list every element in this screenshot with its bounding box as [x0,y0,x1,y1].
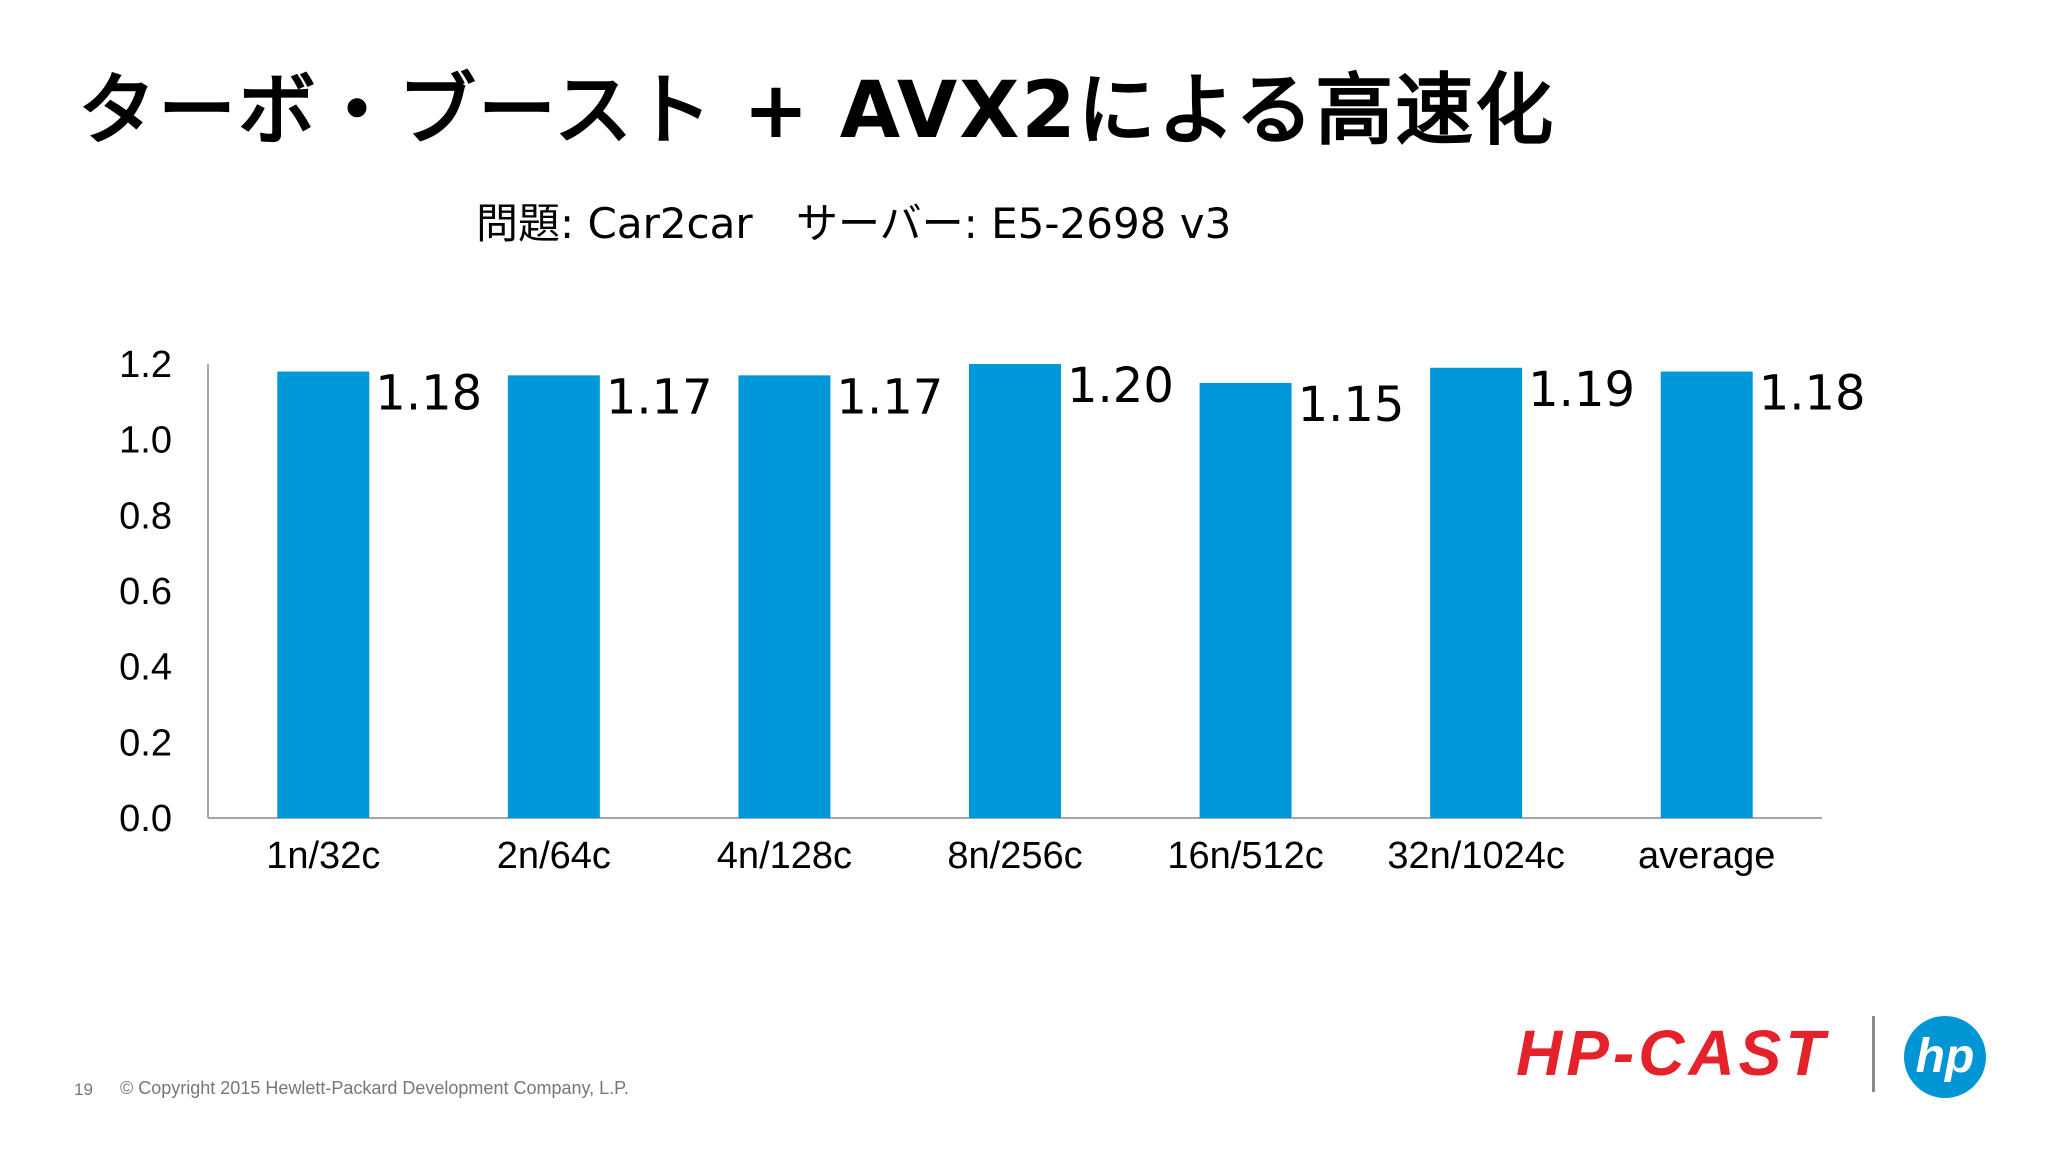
x-category-label: 32n/1024c [1387,835,1565,877]
bar [507,375,600,818]
y-tick-label: 0.2 [119,722,172,764]
speedup-bar-chart: 0.0 0.2 0.4 0.6 0.8 1.0 1.2 1n/32c 1.18 2n/64c 1.1… [119,344,1866,877]
bar [969,364,1061,818]
data-label: 1.15 [1298,377,1405,433]
data-label: 1.18 [1759,366,1866,422]
x-category-label: average [1638,835,1775,877]
y-tick-label: 0.6 [119,571,172,613]
y-tick-label: 0.8 [119,495,172,537]
x-category-label: 4n/128c [717,835,852,877]
hp-logo: hp [1904,1016,1986,1098]
x-category-label: 1n/32c [266,835,380,877]
page-number: 19 [74,1080,93,1099]
y-tick-label: 0.0 [119,798,172,840]
y-tick-label: 1.0 [119,420,172,462]
data-label: 1.18 [375,366,482,422]
x-category-label: 8n/256c [947,835,1082,877]
data-label: 1.19 [1528,362,1635,418]
x-category-label: 2n/64c [497,835,611,877]
data-label: 1.17 [606,369,713,425]
logo-divider [1872,1016,1875,1092]
bar [277,371,370,818]
bar [1660,371,1753,818]
problem-label: 問題: Car2car [476,199,753,248]
hp-cast-logo: HP-CAST [1516,1017,1829,1089]
bar [1430,367,1523,818]
data-label: 1.20 [1067,358,1174,414]
y-tick-label: 1.2 [119,344,172,386]
data-label: 1.17 [836,369,943,425]
slide-title: ターボ・ブースト + AVX2による高速化 [78,66,1556,156]
copyright-notice: © Copyright 2015 Hewlett-Packard Develop… [120,1078,629,1098]
x-category-label: 16n/512c [1167,835,1323,877]
server-label: サーバー: E5-2698 v3 [796,199,1232,248]
bar [1199,382,1292,818]
y-tick-label: 0.4 [119,647,172,689]
bar [738,375,831,818]
